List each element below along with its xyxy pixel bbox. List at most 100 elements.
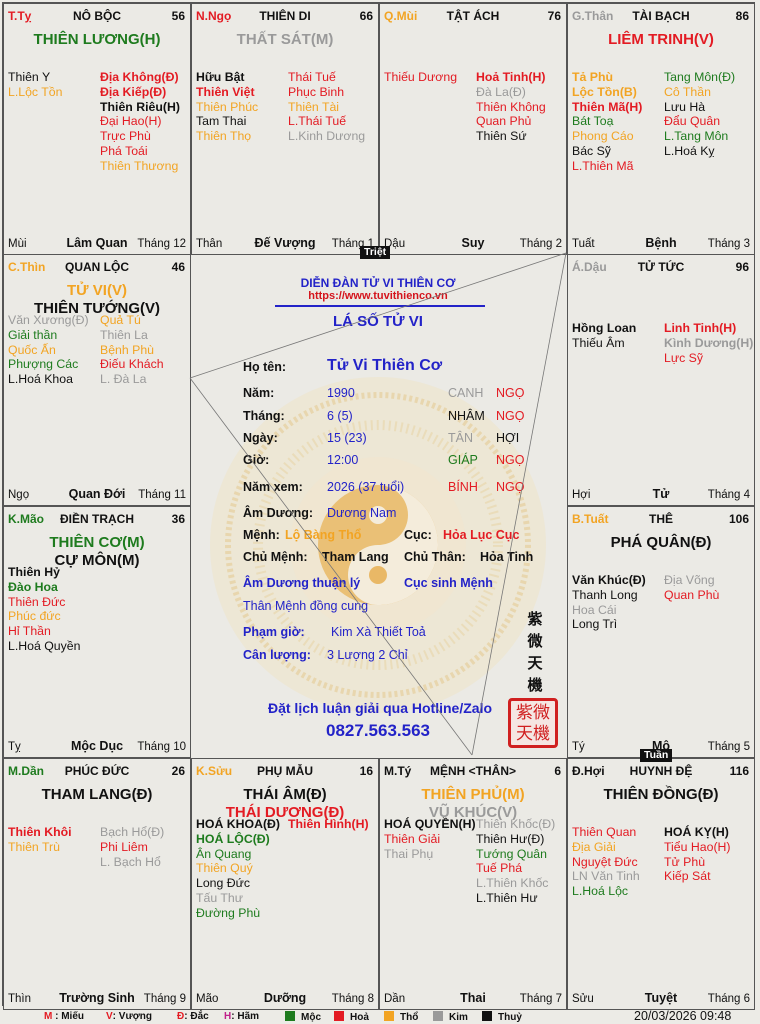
legend-element: Hoả <box>334 1011 369 1023</box>
palace-name: TỬ TỨC <box>637 260 685 274</box>
chu-than-label: Chủ Thân: <box>404 550 466 564</box>
legend-element-name: Hoả <box>350 1012 369 1023</box>
legend-element-name: Thổ <box>400 1012 419 1023</box>
minor-star: Đường Phù <box>196 905 261 920</box>
minor-star: HOÁ KHOA(Đ) <box>196 817 281 831</box>
minor-star: Hỉ Thần <box>8 624 51 639</box>
palace-footer: Dậu Suy Tháng 2 <box>380 235 566 250</box>
star-column-right: HOÁ KỴ(H) Tiểu Hao(H) Tử Phù Kiếp Sát <box>664 825 731 884</box>
minor-star: Phục Binh <box>288 84 345 99</box>
palace-month: Tháng 11 <box>138 489 186 501</box>
minor-star: L.Kinh Dương <box>288 129 366 144</box>
palace-can-chi: G.Thân <box>572 9 614 23</box>
minor-star: Linh Tinh(H) <box>664 321 737 335</box>
triet-marker: Triệt <box>360 246 391 259</box>
minor-star: Bát Toạ <box>572 114 614 129</box>
palace-can-chi: M.Dần <box>8 764 44 778</box>
star-column-left: Thiên Y L.Lộc Tồn <box>8 70 62 100</box>
minor-star: L.Hoá Khoa <box>8 372 73 387</box>
palace-can-chi: T.Tỵ <box>8 9 32 23</box>
palace-footer: Thìn Trường Sinh Tháng 9 <box>4 990 190 1005</box>
star-column-left: Văn Khúc(Đ) Thanh Long Hoa Cái Long Trì <box>572 573 646 632</box>
minor-star: Đào Hoa <box>8 579 58 594</box>
star-column-right: Thiên Khốc(Đ) Thiên Hư(Đ) Tướng Quân Tuế Ph… <box>476 817 555 906</box>
minor-star: L.Hoá Kỵ <box>664 143 715 158</box>
minor-star: Thiên Y <box>8 70 51 84</box>
palace-header: TỬ TỨC Á.Dậu 96 <box>568 260 754 274</box>
minor-star: L.Thiên Hư <box>476 890 538 905</box>
palace-cell[interactable]: MỆNH <THÂN> M.Tý 6 THIÊN PHỦ(M) VŨ KHÚC(V) HO… <box>379 758 567 1010</box>
star-column-right: Bạch Hổ(Đ) Phi Liêm L. Bạch Hổ <box>100 825 164 869</box>
row-chi: NGỌ <box>496 480 525 494</box>
palace-header: QUAN LỘC C.Thìn 46 <box>4 260 190 274</box>
palace-footer: Mùi Lâm Quan Tháng 12 <box>4 235 190 250</box>
element-swatch <box>334 1011 344 1021</box>
row-value: 1990 <box>327 386 355 400</box>
palace-footer: Tuất Bệnh Tháng 3 <box>568 235 754 250</box>
can-luong-label: Cân lượng: <box>243 648 311 662</box>
palace-stage: Trường Sinh <box>59 991 135 1005</box>
palace-age: 46 <box>171 260 185 274</box>
palace-cell[interactable]: THIÊN DI N.Ngọ 66 THẤT SÁT(M) Hữu Bật Thiên V… <box>191 3 379 255</box>
row-chi: NGỌ <box>496 409 525 423</box>
seal-stamp: 紫微天機 <box>508 698 558 748</box>
legend-rank: M : Miếu <box>44 1011 84 1022</box>
forum-url[interactable]: https://www.tuvithienco.vn <box>308 290 448 302</box>
pham-gio-label: Phạm giờ: <box>243 625 305 639</box>
minor-star: Thái Tuế <box>288 70 336 84</box>
palace-cell[interactable]: ĐIỀN TRẠCH K.Mão 36 THIÊN CƠ(M) CỰ MÔN(M) Thi… <box>3 506 191 758</box>
minor-star: Quan Phủ <box>476 114 532 129</box>
palace-cell[interactable]: THÊ B.Tuất 106 PHÁ QUÂN(Đ) Văn Khúc(Đ) Thanh … <box>567 506 755 758</box>
minor-star: Tuế Phá <box>476 861 523 876</box>
minor-star: Lộc Tồn(B) <box>572 84 637 99</box>
palace-can-chi: B.Tuất <box>572 512 609 526</box>
star-column-right: Thiên Hình(H) <box>288 817 369 832</box>
note-am-duong: Âm Dương thuận lý <box>243 576 361 590</box>
minor-star: Long Đức <box>196 876 251 891</box>
star-column-right: Tang Môn(Đ) Cô Thần Lưu Hà Đẩu Quân L.Tang M… <box>664 70 735 159</box>
palace-age: 6 <box>554 764 561 778</box>
legend-text: : Vượng <box>112 1011 153 1022</box>
star-column-right: Linh Tinh(H) Kình Dương(H) Lực Sỹ <box>664 321 753 365</box>
element-swatch <box>433 1011 443 1021</box>
seal-text: 紫微天機 <box>516 703 550 743</box>
palace-branch: Tý <box>572 741 585 753</box>
row-chi: HỢI <box>496 431 520 445</box>
palace-name: TẬT ÁCH <box>446 9 500 23</box>
minor-star: Thiên Quý <box>196 861 253 876</box>
star-column-left: Hồng Loan Thiếu Âm <box>572 321 636 351</box>
minor-star: L. Bạch Hổ <box>100 854 161 869</box>
palace-cell[interactable]: TẬT ÁCH Q.Mùi 76 Thiếu Dương Hoả Tinh(H) Đà L… <box>379 3 567 255</box>
palace-footer: Sửu Tuyệt Tháng 6 <box>568 990 754 1005</box>
palace-name: HUYNH ĐỆ <box>629 764 693 778</box>
palace-branch: Hợi <box>572 489 591 501</box>
palace-cell[interactable]: TÀI BẠCH G.Thân 86 LIÊM TRINH(V) Tả Phù Lộc T… <box>567 3 755 255</box>
palace-branch: Mùi <box>8 238 27 250</box>
main-star: LIÊM TRINH(V) <box>608 31 714 48</box>
minor-star: L.Lộc Tồn <box>8 84 63 99</box>
main-star: PHÁ QUÂN(Đ) <box>610 534 712 551</box>
palace-cell[interactable]: TỬ TỨC Á.Dậu 96 Hồng Loan Thiếu Âm Linh Tinh(… <box>567 254 755 506</box>
minor-star: Hồng Loan <box>572 321 637 335</box>
chinese-char: 微 <box>527 633 543 650</box>
palace-cell[interactable]: HUYNH ĐỆ Đ.Hợi 116 THIÊN ĐỒNG(Đ) Thiên Quan Đ… <box>567 758 755 1010</box>
minor-star: Thiên Sứ <box>476 129 527 144</box>
minor-star: Địa Võng <box>664 573 715 587</box>
palace-can-chi: C.Thìn <box>8 260 46 274</box>
palace-cell[interactable]: NÔ BỘC T.Tỵ 56 THIÊN LƯƠNG(H) Thiên Y L.Lộc T… <box>3 3 191 255</box>
minor-star: Bạch Hổ(Đ) <box>100 825 165 839</box>
minor-star: Tang Môn(Đ) <box>664 70 736 84</box>
palace-header: NÔ BỘC T.Tỵ 56 <box>4 9 190 23</box>
palace-name: THÊ <box>649 512 673 526</box>
chu-than-value: Hỏa Tinh <box>480 550 534 564</box>
am-duong-label: Âm Dương: <box>243 506 314 520</box>
palace-cell[interactable]: PHÚC ĐỨC M.Dần 26 THAM LANG(Đ) Thiên Khôi Thi… <box>3 758 191 1010</box>
star-column-left: Thiếu Dương <box>384 70 457 85</box>
legend: M : Miếu V: Vượng Đ: Đắc H: Hãm Mộc Hoả Thổ Kim… <box>0 1008 760 1024</box>
palace-cell[interactable]: QUAN LỘC C.Thìn 46 TỬ VI(V) THIÊN TƯỚNG(V) Vă… <box>3 254 191 506</box>
am-duong-value: Dương Nam <box>327 506 397 520</box>
palace-branch: Mão <box>196 993 219 1005</box>
palace-footer: Dần Thai Tháng 7 <box>380 990 566 1005</box>
palace-footer: Mão Dưỡng Tháng 8 <box>192 990 378 1005</box>
palace-cell[interactable]: PHỤ MẪU K.Sửu 16 THÁI ÂM(Đ) THÁI DƯƠNG(Đ) HOÁ… <box>191 758 379 1010</box>
